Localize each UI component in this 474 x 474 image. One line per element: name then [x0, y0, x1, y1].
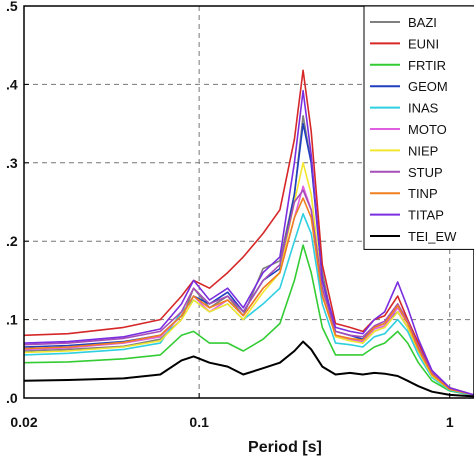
- y-tick-label: .1: [6, 312, 18, 328]
- series-lines: [23, 69, 474, 398]
- legend-label: STUP: [408, 165, 443, 180]
- series-line-euni: [23, 69, 474, 396]
- legend-label: FRTIR: [408, 58, 446, 73]
- series-line-tei-ew: [23, 340, 474, 398]
- legend-label: TEI_EW: [408, 229, 457, 244]
- legend-label: TITAP: [408, 208, 444, 223]
- axis-ticks: .0 .1 .2 .3 .4 .5 0.02 0.1 1: [6, 0, 454, 430]
- legend: BAZI EUNI FRTIR GEOM INAS MOTO NIEP STUP TINP TIT…: [363, 5, 474, 250]
- legend-label: EUNI: [408, 36, 439, 51]
- series-line-stup: [23, 189, 474, 396]
- y-tick-label: .3: [6, 155, 18, 171]
- x-tick-label: 0.02: [10, 414, 37, 430]
- series-line-tinp: [23, 197, 474, 396]
- series-line-titap: [23, 89, 474, 396]
- y-tick-label: .5: [6, 0, 18, 14]
- x-axis-title: Period [s]: [248, 439, 322, 456]
- series-line-inas: [23, 213, 474, 397]
- legend-label: INAS: [408, 101, 439, 116]
- y-tick-label: .2: [6, 233, 18, 249]
- series-line-niep: [23, 162, 474, 396]
- legend-label: NIEP: [408, 143, 438, 158]
- legend-box: [363, 5, 474, 250]
- legend-label: MOTO: [408, 122, 447, 137]
- plot-frame: [23, 5, 474, 399]
- x-tick-label: 1: [446, 414, 454, 430]
- series-line-frtir: [23, 244, 474, 397]
- x-tick-label: 0.1: [189, 414, 209, 430]
- y-tick-label: .4: [6, 76, 18, 92]
- legend-label: BAZI: [408, 15, 437, 30]
- legend-label: TINP: [408, 186, 438, 201]
- y-tick-label: .0: [6, 390, 18, 406]
- legend-label: GEOM: [408, 79, 448, 94]
